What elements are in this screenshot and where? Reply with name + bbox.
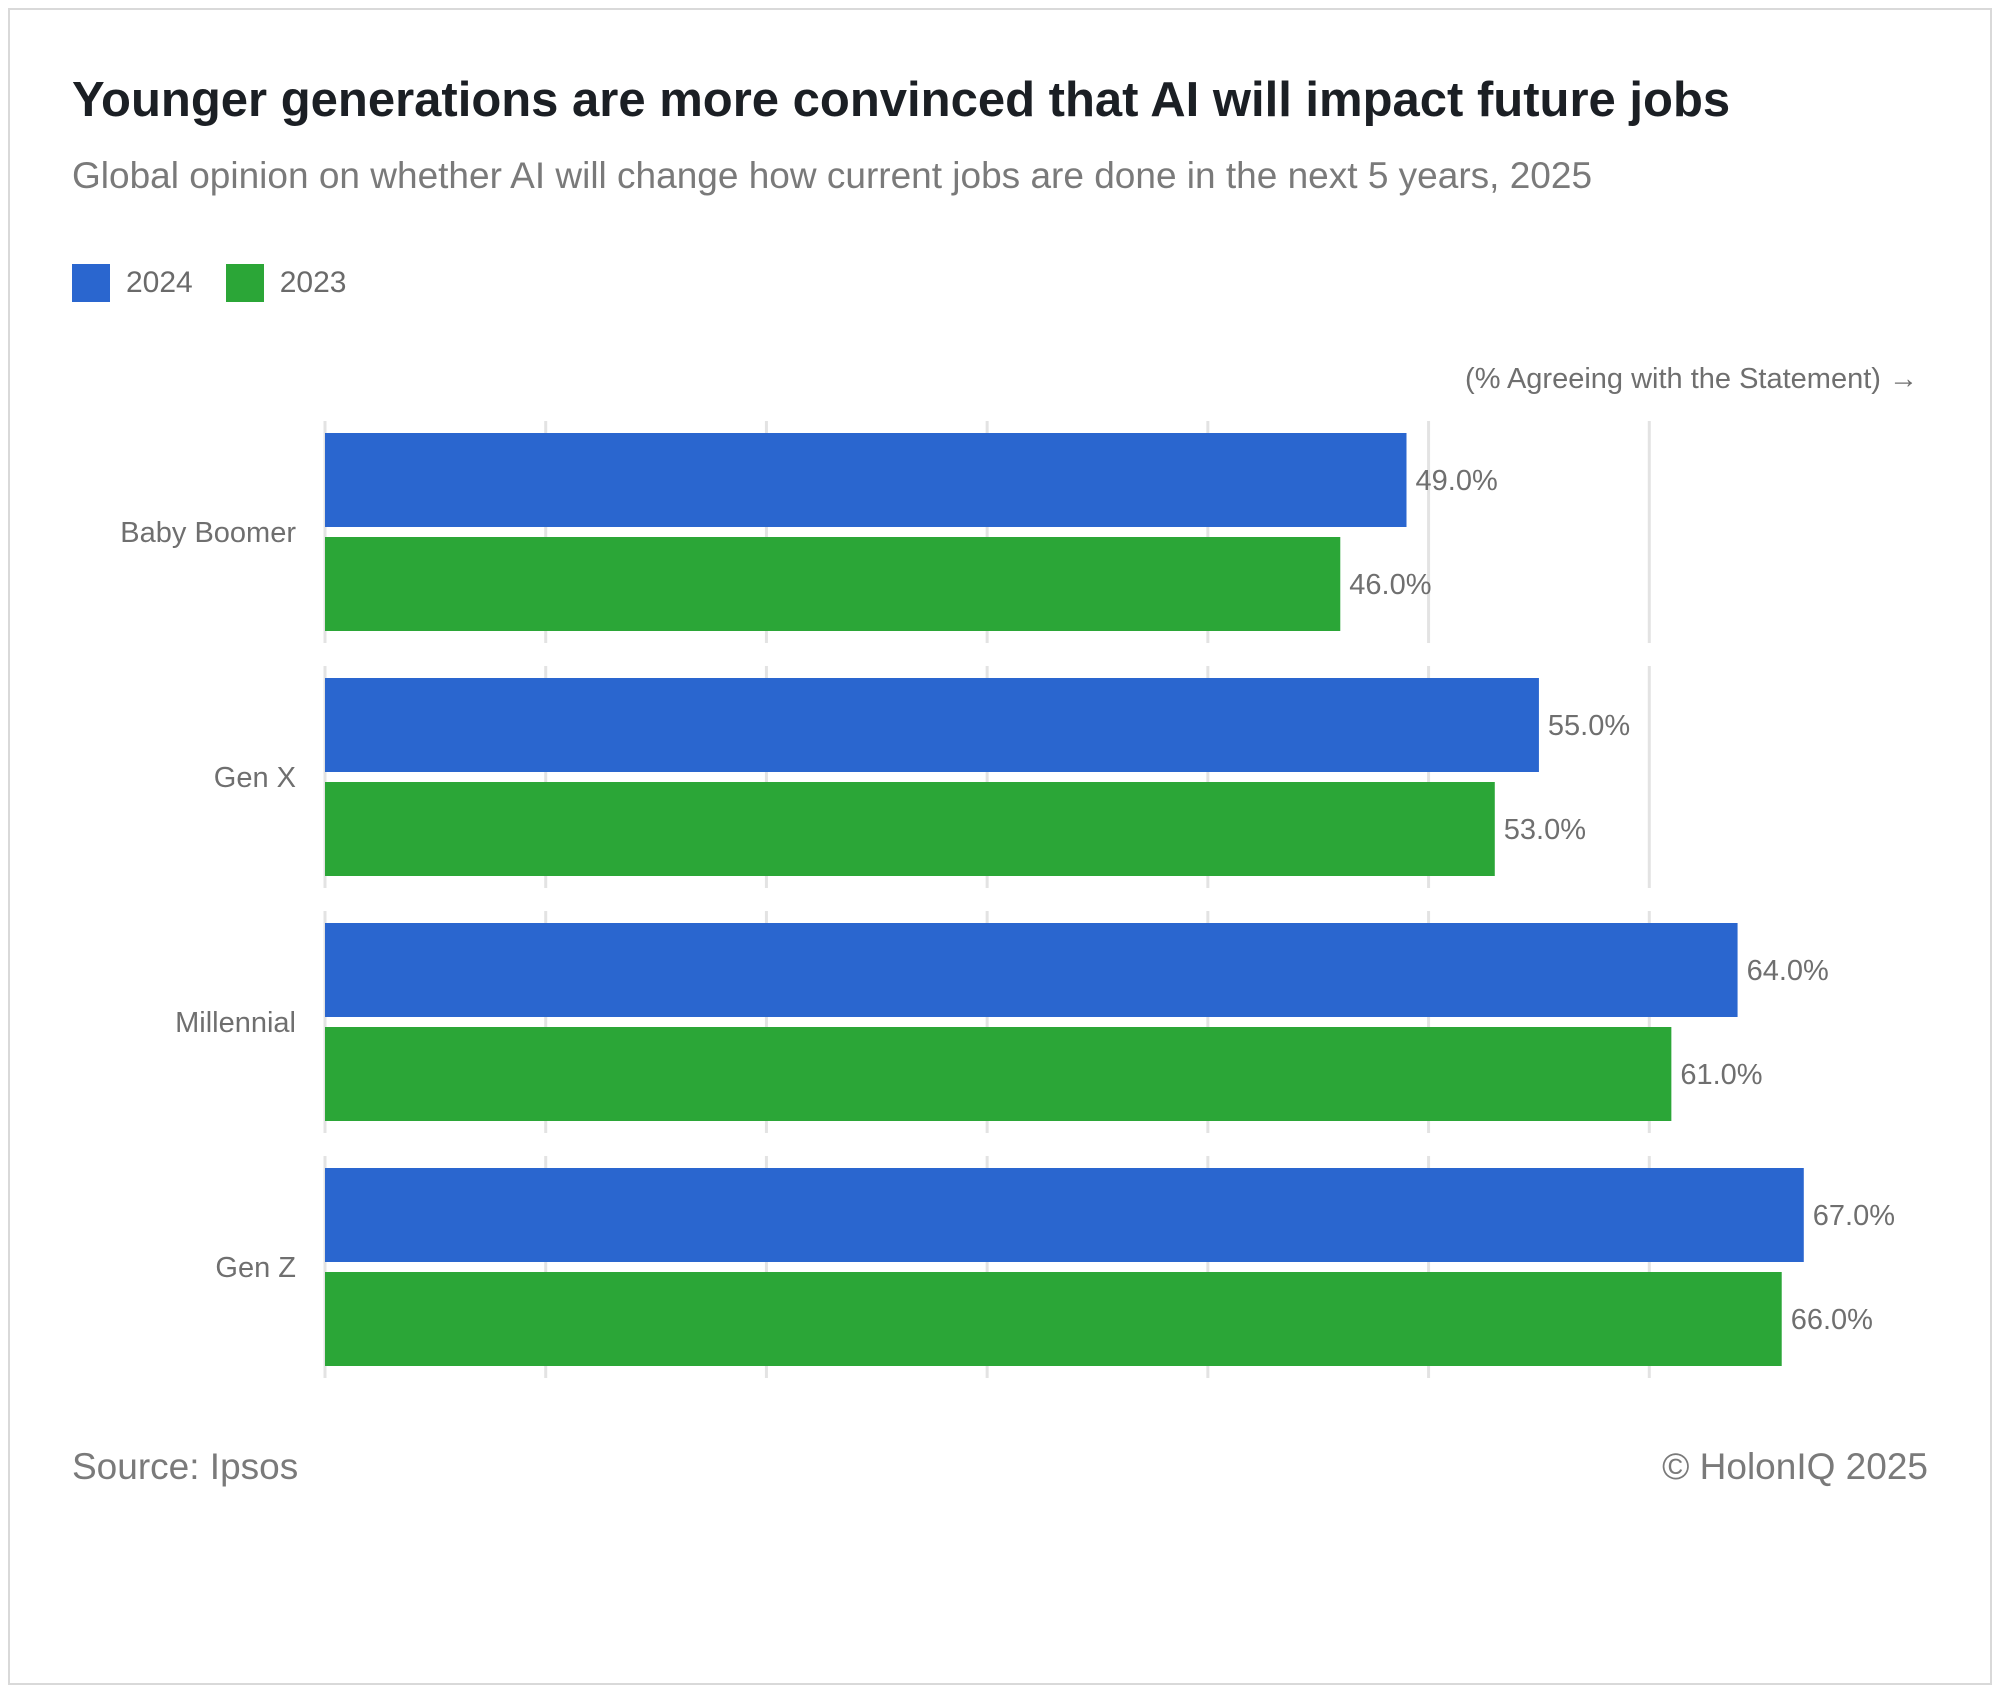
category-label: Gen Z: [215, 1252, 296, 1284]
legend-item-2023[interactable]: 2023: [225, 264, 347, 302]
legend-swatch-2023: [225, 264, 264, 302]
data-label: 66.0%: [1791, 1304, 1873, 1336]
category-label: Baby Boomer: [120, 517, 296, 549]
x-axis-label: (% Agreeing with the Statement) →: [1465, 363, 1918, 395]
bar-2024: [325, 1168, 1804, 1262]
chart-title: Younger generations are more convinced t…: [72, 73, 1731, 127]
copyright-note: © HolonIQ 2025: [1662, 1446, 1928, 1487]
data-label: 67.0%: [1813, 1200, 1895, 1232]
bar-2024: [325, 678, 1539, 772]
source-note: Source: Ipsos: [72, 1446, 299, 1487]
legend: 2024 2023: [72, 264, 380, 302]
legend-label-2023: 2023: [279, 266, 347, 299]
legend-label-2024: 2024: [126, 266, 193, 299]
bar-2023: [325, 1272, 1782, 1366]
bar-2023: [325, 537, 1341, 631]
data-label: 46.0%: [1349, 569, 1431, 601]
bar-2024: [325, 923, 1738, 1017]
legend-item-2024[interactable]: 2024: [72, 264, 193, 302]
bar-2023: [325, 1027, 1672, 1121]
category-label: Gen X: [214, 762, 296, 794]
category-label: Millennial: [175, 1007, 296, 1039]
data-label: 61.0%: [1680, 1059, 1762, 1091]
legend-swatch-2024: [72, 264, 110, 302]
data-label: 55.0%: [1548, 710, 1630, 742]
data-label: 64.0%: [1747, 955, 1829, 987]
chart-subtitle: Global opinion on whether AI will change…: [72, 155, 1593, 196]
bar-2024: [325, 433, 1407, 527]
bar-2023: [325, 782, 1495, 876]
data-label: 49.0%: [1416, 465, 1498, 497]
data-label: 53.0%: [1504, 814, 1586, 846]
